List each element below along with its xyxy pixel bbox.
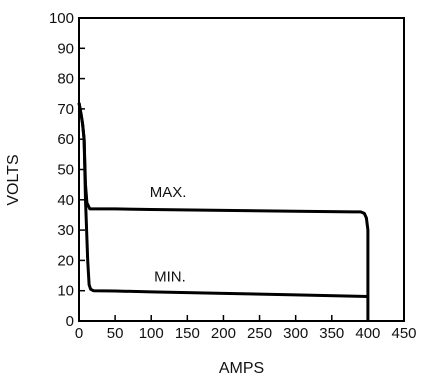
x-tick-label: 200 xyxy=(211,325,236,342)
annotation-max: MAX. xyxy=(150,184,187,201)
y-axis-title: VOLTS xyxy=(5,154,22,205)
y-tick-label: 10 xyxy=(57,283,74,300)
x-tick-label: 250 xyxy=(247,325,272,342)
x-tick-label: 400 xyxy=(355,325,380,342)
series-line-min xyxy=(77,102,368,298)
y-tick-label: 90 xyxy=(57,40,74,57)
x-axis-ticks: 0 50 100 150 200 250 300 350 400 450 xyxy=(75,315,417,342)
series-line-max xyxy=(77,102,370,321)
x-tick-label: 50 xyxy=(107,325,124,342)
x-tick-label: 150 xyxy=(175,325,200,342)
x-tick-label: 350 xyxy=(319,325,344,342)
x-tick-label: 100 xyxy=(139,325,164,342)
x-tick-label: 450 xyxy=(391,325,416,342)
x-axis-title: AMPS xyxy=(219,360,264,377)
y-tick-label: 60 xyxy=(57,131,74,148)
y-tick-label: 100 xyxy=(49,10,74,27)
x-tick-label: 300 xyxy=(283,325,308,342)
y-tick-label: 20 xyxy=(57,252,74,269)
y-tick-label: 80 xyxy=(57,71,74,88)
y-tick-label: 50 xyxy=(57,162,74,179)
y-tick-label: 30 xyxy=(57,222,74,239)
y-tick-label: 70 xyxy=(57,101,74,118)
x-tick-label: 0 xyxy=(75,325,83,342)
plot-frame xyxy=(78,17,405,322)
series-layer xyxy=(77,102,370,321)
y-tick-label: 40 xyxy=(57,192,74,209)
annotation-layer: MAX. MIN. xyxy=(150,184,187,286)
y-tick-label: 0 xyxy=(66,313,74,330)
annotation-min: MIN. xyxy=(154,269,186,286)
